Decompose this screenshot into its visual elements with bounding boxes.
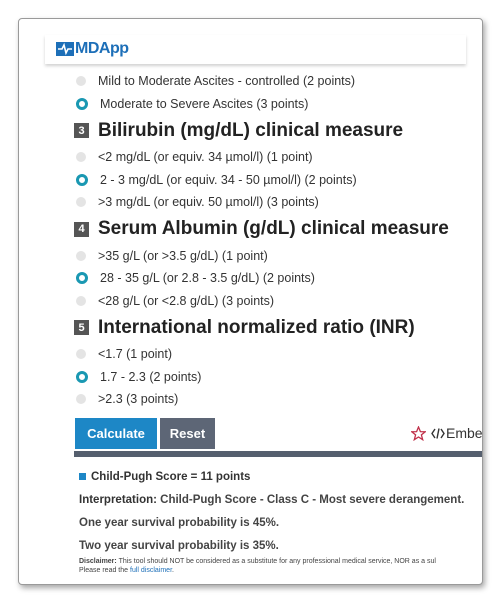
read-line: Please read the full disclaimer. <box>79 567 174 574</box>
section-header: 4 Serum Albumin (g/dL) clinical measure <box>74 214 482 245</box>
radio-option[interactable]: 1.7 - 2.3 (2 points) <box>74 366 482 389</box>
calculator-card: Mild to Moderate Ascites - controlled (2… <box>18 18 483 585</box>
radio-option[interactable]: >3 mg/dL (or equiv. 50 µmol/l) (3 points… <box>74 191 482 214</box>
section-number: 4 <box>74 221 89 237</box>
radio-unselected[interactable] <box>76 197 86 208</box>
section-number: 3 <box>74 123 89 138</box>
option-label[interactable]: <28 g/L (or <2.8 g/dL) (3 points) <box>98 293 275 308</box>
calculate-button[interactable]: Calculate <box>75 418 157 449</box>
option-label[interactable]: >2.3 (3 points) <box>98 392 179 407</box>
section-title: International normalized ratio (INR) <box>98 316 415 338</box>
section-header: 3 Bilirubin (mg/dL) clinical measure <box>74 115 482 146</box>
option-label[interactable]: 2 - 3 mg/dL (or equiv. 34 - 50 µmol/l) (… <box>100 172 357 187</box>
radio-unselected[interactable] <box>76 349 86 360</box>
radio-option[interactable]: >35 g/L (or >3.5 g/dL) (1 point) <box>74 245 482 268</box>
radio-selected[interactable] <box>76 370 88 383</box>
radio-option[interactable]: Mild to Moderate Ascites - controlled (2… <box>74 70 482 93</box>
form-content: Mild to Moderate Ascites - controlled (2… <box>74 70 483 584</box>
option-label[interactable]: Moderate to Severe Ascites (3 points) <box>100 96 309 111</box>
option-label[interactable]: >35 g/L (or >3.5 g/dL) (1 point) <box>98 248 268 263</box>
option-label[interactable]: <2 mg/dL (or equiv. 34 µmol/l) (1 point) <box>98 150 313 165</box>
embed-link[interactable]: Embe <box>446 425 483 441</box>
read-suffix: . <box>172 567 174 574</box>
option-label[interactable]: <1.7 (1 point) <box>98 347 173 362</box>
radio-option[interactable]: 2 - 3 mg/dL (or equiv. 34 - 50 µmol/l) (… <box>74 169 482 192</box>
option-label[interactable]: >3 mg/dL (or equiv. 50 µmol/l) (3 points… <box>98 195 319 210</box>
read-prefix: Please read the <box>79 567 129 574</box>
result-panel: Child-Pugh Score = 11 points Interpretat… <box>74 451 482 584</box>
radio-option[interactable]: <2 mg/dL (or equiv. 34 µmol/l) (1 point) <box>74 146 482 169</box>
radio-unselected[interactable] <box>76 295 86 306</box>
code-icon[interactable] <box>431 428 445 439</box>
interpretation: Child-Pugh Score - Class C - Most severe… <box>160 494 465 506</box>
radio-option[interactable]: 28 - 35 g/L (or 2.8 - 3.5 g/dL) (2 point… <box>74 267 482 290</box>
radio-unselected[interactable] <box>76 76 86 87</box>
radio-unselected[interactable] <box>76 250 86 261</box>
score: Child-Pugh Score = 11 points <box>91 471 251 483</box>
two-year: Two year survival probability is 35%. <box>79 540 279 552</box>
star-icon[interactable] <box>411 426 426 441</box>
reset-button[interactable]: Reset <box>160 418 215 449</box>
form-sections: Mild to Moderate Ascites - controlled (2… <box>74 70 482 411</box>
section-number: 5 <box>74 320 89 335</box>
option-label[interactable]: Mild to Moderate Ascites - controlled (2… <box>98 74 356 89</box>
radio-option[interactable]: >2.3 (3 points) <box>74 388 482 411</box>
logo-bar: MDApp <box>45 35 466 64</box>
radio-option[interactable]: <28 g/L (or <2.8 g/dL) (3 points) <box>74 290 482 313</box>
radio-unselected[interactable] <box>76 394 86 405</box>
disclaimer-link[interactable]: full disclaimer <box>130 567 173 574</box>
radio-option[interactable]: Moderate to Severe Ascites (3 points) <box>74 93 482 116</box>
interpretation-line: Interpretation: Child-Pugh Score - Class… <box>79 494 464 506</box>
interpretation-label: Interpretation: <box>79 494 157 506</box>
section-header: 5 International normalized ratio (INR) <box>74 312 482 343</box>
option-label[interactable]: 1.7 - 2.3 (2 points) <box>100 369 202 384</box>
radio-option[interactable]: <1.7 (1 point) <box>74 343 482 366</box>
disclaimer-line: Disclaimer: This tool should NOT be cons… <box>79 558 436 565</box>
radio-selected[interactable] <box>76 173 88 186</box>
disclaimer-label: Disclaimer: <box>79 558 117 565</box>
button-row: Calculate Reset Embe <box>74 418 483 449</box>
option-label[interactable]: 28 - 35 g/L (or 2.8 - 3.5 g/dL) (2 point… <box>100 271 315 286</box>
logo-icon <box>56 42 74 56</box>
radio-selected[interactable] <box>76 97 88 110</box>
section-title: Serum Albumin (g/dL) clinical measure <box>98 218 449 239</box>
logo-text: MDApp <box>75 40 129 57</box>
radio-unselected[interactable] <box>76 152 86 163</box>
radio-selected[interactable] <box>76 272 88 285</box>
one-year: One year survival probability is 45%. <box>79 517 280 529</box>
bullet <box>79 473 86 480</box>
section-title: Bilirubin (mg/dL) clinical measure <box>98 119 404 141</box>
score-line: Child-Pugh Score = 11 points <box>79 471 250 483</box>
disclaimer: This tool should NOT be considered as a … <box>118 558 436 565</box>
